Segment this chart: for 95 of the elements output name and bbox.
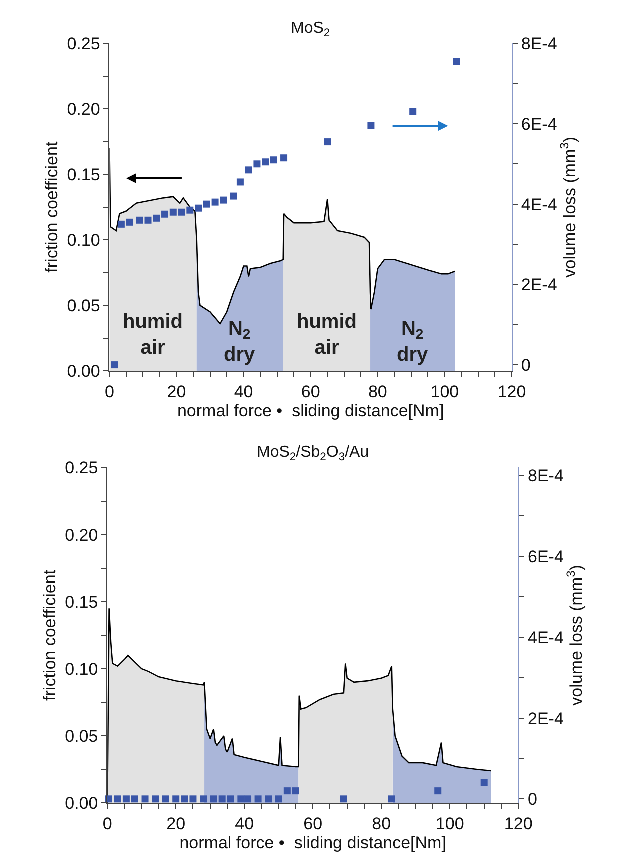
point (200, 796, 207, 803)
point (254, 160, 261, 168)
point (262, 158, 270, 166)
point (230, 192, 238, 200)
y-tick-label: 0.15 (65, 592, 98, 612)
point (245, 166, 252, 174)
point (153, 214, 160, 222)
point (265, 796, 272, 803)
point (152, 796, 160, 803)
point (132, 796, 138, 803)
point (122, 796, 130, 803)
chart-title: MoS$_{2}$ (291, 20, 330, 40)
point (172, 796, 180, 803)
point (270, 156, 278, 164)
x-tick-label: 80 (372, 814, 392, 834)
point (434, 788, 442, 795)
y-tick-label: 0.15 (67, 166, 100, 185)
point (170, 208, 177, 216)
point (114, 796, 122, 803)
point (284, 788, 291, 795)
x-tick-label: 100 (436, 814, 464, 834)
x-tick-label: 20 (166, 814, 186, 834)
annotation: humid air (297, 311, 357, 359)
x-tick-label: 100 (430, 382, 460, 402)
point (162, 210, 169, 218)
x-tick-label: 0 (104, 382, 114, 402)
point (186, 206, 194, 214)
point (212, 198, 219, 206)
point (118, 220, 125, 228)
point (142, 796, 149, 803)
point (195, 204, 202, 212)
point (275, 796, 282, 803)
y-tick-label: 0.20 (67, 100, 100, 120)
point (111, 362, 118, 369)
y2-tick-label: 4E-4 (521, 195, 558, 214)
y2-tick-label: 6E-4 (528, 548, 564, 567)
x-tick-label: 0 (102, 814, 112, 834)
y-tick-label: 0.05 (65, 727, 98, 746)
point (236, 178, 244, 186)
y2-tick-label: 4E-4 (528, 628, 564, 648)
x-tick-label: 40 (235, 814, 254, 834)
point (190, 796, 197, 803)
y2-tick-label: 2E-4 (521, 276, 558, 295)
y-axis-title: friction coefficient (40, 570, 60, 701)
y-tick-label: 0.00 (65, 794, 98, 814)
x-tick-label: 20 (167, 382, 186, 402)
y-tick-label: 0.05 (67, 296, 100, 316)
point (126, 218, 134, 226)
annotation: N$_{2}$ dry (397, 318, 429, 366)
x-tick-label: 80 (368, 382, 388, 402)
point (292, 788, 300, 795)
chart-title: MoS$_{2}$/Sb$_{2}$O$_{3}$/Au (257, 444, 370, 464)
y2-tick-label: 6E-4 (521, 114, 558, 134)
y2-tick-label: 0 (521, 356, 531, 375)
y-tick-label: 0.25 (65, 458, 98, 478)
y-tick-label: 0.10 (67, 231, 100, 250)
point (178, 208, 186, 216)
point (410, 108, 417, 116)
point (453, 58, 460, 66)
point (238, 796, 245, 803)
y2-tick-label: 8E-4 (528, 466, 564, 486)
annotation: humid air (123, 311, 183, 359)
annotation: N$_{2}$ dry (224, 318, 256, 366)
y-axis-title: friction coefficient (42, 142, 62, 273)
x-tick-label: 60 (304, 814, 323, 834)
point (227, 796, 234, 803)
point (136, 216, 144, 224)
point (368, 122, 375, 130)
point (162, 796, 170, 803)
x-tick-label: 120 (504, 814, 533, 834)
x-tick-label: 60 (301, 382, 320, 402)
x-tick-label: 120 (498, 382, 526, 402)
point (388, 796, 396, 803)
y2-tick-label: 0 (528, 790, 538, 810)
point (254, 796, 262, 803)
point (203, 200, 210, 208)
y-tick-label: 0.20 (65, 526, 98, 545)
point (280, 154, 288, 162)
y-tick-label: 0.25 (67, 34, 100, 54)
y-tick-label: 0.10 (65, 660, 98, 679)
y-tick-label: 0.00 (67, 362, 100, 382)
point (480, 779, 488, 786)
point (340, 796, 348, 803)
point (181, 796, 188, 803)
x-axis-title: normal force • sliding distance[Nm] (177, 401, 444, 420)
x-tick-label: 40 (234, 382, 254, 402)
point (210, 796, 218, 803)
point (218, 796, 226, 803)
y2-tick-label: 2E-4 (528, 709, 564, 728)
point (220, 196, 228, 204)
y2-tick-label: 8E-4 (521, 34, 558, 54)
point (324, 138, 332, 146)
point (144, 216, 152, 224)
point (244, 796, 252, 803)
x-axis-title: normal force • sliding distance[Nm] (180, 834, 446, 853)
